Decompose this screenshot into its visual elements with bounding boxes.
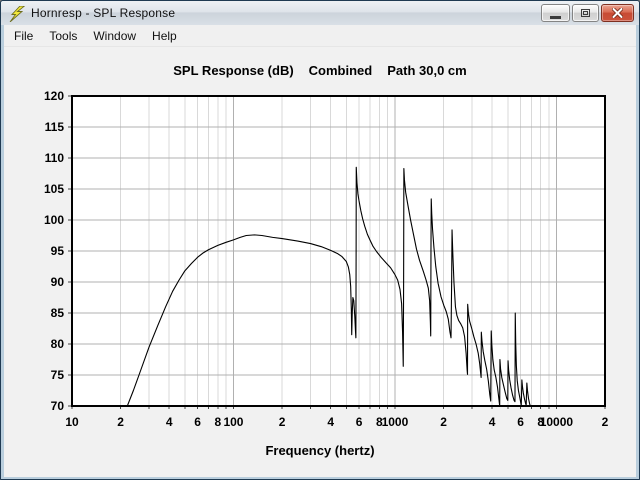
x-tick-label: 2 (602, 415, 609, 429)
x-tick-label: 10000 (540, 415, 574, 429)
x-tick-label: 2 (279, 415, 286, 429)
title-bar[interactable]: Hornresp - SPL Response (1, 1, 639, 25)
maximize-button[interactable] (572, 4, 599, 22)
menu-window[interactable]: Window (93, 28, 137, 43)
x-tick-label: 1000 (382, 415, 409, 429)
minimize-icon (550, 16, 561, 19)
x-tick-label: 100 (223, 415, 243, 429)
chart-area: SPL Response (dB) Combined Path 30,0 cm … (4, 47, 636, 477)
y-tick-label: 70 (51, 399, 65, 413)
x-tick-label: 8 (214, 415, 221, 429)
y-tick-label: 120 (44, 89, 64, 103)
y-tick-label: 105 (44, 182, 64, 196)
minimize-button[interactable] (541, 4, 570, 22)
spl-curve (126, 166, 531, 407)
x-tick-label: 8 (537, 415, 544, 429)
y-tick-label: 95 (51, 244, 65, 258)
close-button[interactable] (601, 4, 634, 22)
chart-title-mode: Combined (308, 63, 373, 78)
x-tick-label: 4 (489, 415, 496, 429)
y-tick-label: 75 (51, 368, 65, 382)
menu-help[interactable]: Help (152, 28, 177, 43)
chart-title: SPL Response (dB) Combined Path 30,0 cm (4, 63, 636, 78)
plot-border (71, 95, 606, 407)
menu-bar: File Tools Window Help (4, 25, 636, 47)
chart-title-quantity: SPL Response (dB) (173, 63, 294, 78)
x-tick-label: 4 (327, 415, 334, 429)
x-tick-label: 8 (376, 415, 383, 429)
y-tick-label: 80 (51, 337, 65, 351)
y-axis-tick-labels: 120 115 110 105 100 95 90 85 80 75 70 (44, 89, 64, 413)
window-body: File Tools Window Help SPL Response (dB)… (4, 25, 636, 477)
x-tick-label: 2 (440, 415, 447, 429)
x-tick-label: 6 (517, 415, 524, 429)
x-axis-title: Frequency (hertz) (265, 443, 375, 458)
x-tick-label: 6 (194, 415, 201, 429)
window-controls (541, 4, 634, 22)
menu-file[interactable]: File (14, 28, 34, 43)
y-tick-label: 115 (45, 120, 65, 134)
x-tick-label: 6 (356, 415, 363, 429)
y-tick-label: 100 (44, 213, 64, 227)
y-tick-label: 85 (51, 306, 65, 320)
y-tick-label: 110 (45, 151, 65, 165)
chart-title-path: Path 30,0 cm (387, 63, 467, 78)
x-tick-label: 4 (166, 415, 173, 429)
close-icon (612, 8, 623, 18)
maximize-icon (581, 9, 590, 17)
menu-tools[interactable]: Tools (49, 28, 78, 43)
y-tick-label: 90 (51, 275, 65, 289)
x-tick-label: 10 (65, 415, 79, 429)
window-title: Hornresp - SPL Response (31, 6, 176, 20)
x-tick-label: 2 (117, 415, 124, 429)
lightning-app-icon (9, 5, 25, 22)
